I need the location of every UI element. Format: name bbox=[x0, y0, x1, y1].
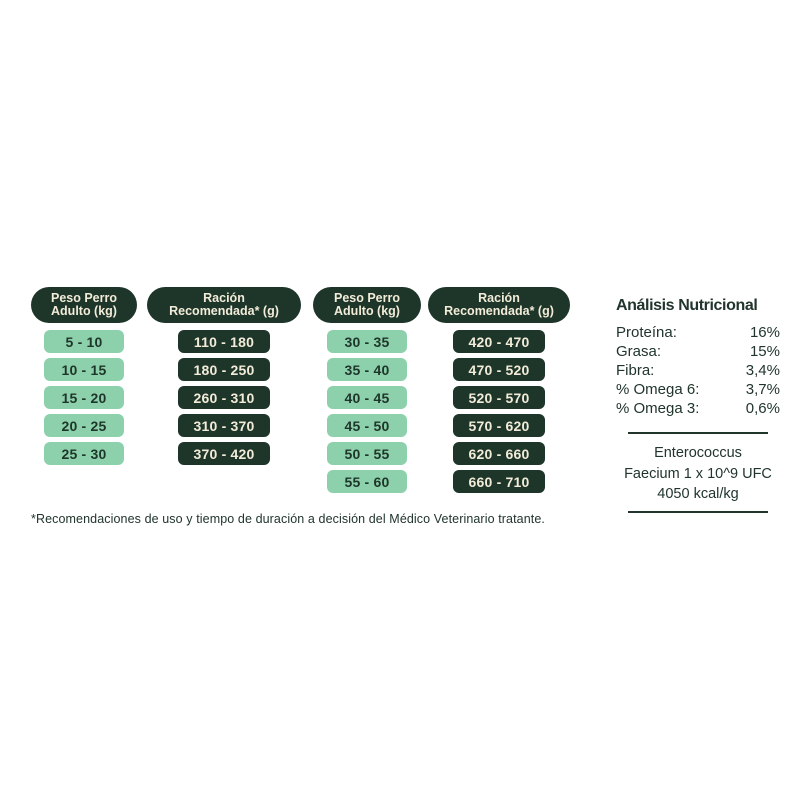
ration-cell: 180 - 250 bbox=[178, 358, 270, 381]
ration-header-line2: Recomendada* (g) bbox=[169, 304, 279, 318]
nutrient-label: Grasa: bbox=[616, 343, 662, 360]
weight-cell: 30 - 35 bbox=[327, 330, 407, 353]
weight-cell: 25 - 30 bbox=[44, 442, 124, 465]
weight-cell: 45 - 50 bbox=[327, 414, 407, 437]
ration-cell: 420 - 470 bbox=[453, 330, 545, 353]
probiotic-info: Enterococcus Faecium 1 x 10^9 UFC 4050 k… bbox=[616, 443, 780, 505]
divider bbox=[628, 510, 768, 513]
nutrient-row: Proteína: 16% bbox=[616, 323, 780, 342]
nutrient-value: 16% bbox=[749, 324, 780, 341]
weight-cell: 55 - 60 bbox=[327, 470, 407, 493]
weight-cell: 35 - 40 bbox=[327, 358, 407, 381]
weight-cell: 5 - 10 bbox=[44, 330, 124, 353]
nutrient-value: 0,6% bbox=[745, 400, 780, 417]
nutrient-row: Grasa: 15% bbox=[616, 342, 780, 361]
nutrient-row: Fibra: 3,4% bbox=[616, 361, 780, 380]
weight-header: Peso Perro Adulto (kg) bbox=[31, 287, 137, 323]
footnote: *Recomendaciones de uso y tiempo de dura… bbox=[31, 512, 545, 526]
weight-header-line1: Peso Perro bbox=[333, 290, 400, 305]
weight-column-1: Peso Perro Adulto (kg) 5 - 10 10 - 15 15… bbox=[31, 287, 137, 470]
nutrient-value: 3,7% bbox=[745, 381, 780, 398]
ration-cell: 570 - 620 bbox=[453, 414, 545, 437]
probiotic-line: Enterococcus bbox=[654, 445, 742, 461]
weight-header-line2: Adulto (kg) bbox=[51, 304, 117, 318]
energy-value: 4050 kcal/kg bbox=[657, 486, 739, 502]
ration-column-2: Ración Recomendada* (g) 420 - 470 470 - … bbox=[428, 287, 570, 498]
ration-cell: 310 - 370 bbox=[178, 414, 270, 437]
ration-header-line1: Ración bbox=[203, 290, 245, 305]
ration-header: Ración Recomendada* (g) bbox=[428, 287, 570, 323]
weight-cell: 15 - 20 bbox=[44, 386, 124, 409]
nutrient-label: Fibra: bbox=[616, 362, 655, 379]
probiotic-line: Faecium 1 x 10^9 UFC bbox=[624, 465, 772, 482]
ration-header: Ración Recomendada* (g) bbox=[147, 287, 301, 323]
weight-header: Peso Perro Adulto (kg) bbox=[313, 287, 421, 323]
weight-header-line1: Peso Perro bbox=[50, 290, 117, 305]
nutrient-label: % Omega 6: bbox=[616, 381, 700, 398]
divider bbox=[628, 432, 768, 434]
weight-column-2: Peso Perro Adulto (kg) 30 - 35 35 - 40 4… bbox=[313, 287, 421, 498]
weight-cell: 20 - 25 bbox=[44, 414, 124, 437]
nutrition-panel: Análisis Nutricional Proteína: 16% Grasa… bbox=[616, 296, 780, 513]
weight-cell: 40 - 45 bbox=[327, 386, 407, 409]
nutrient-label: % Omega 3: bbox=[616, 400, 700, 417]
weight-header-line2: Adulto (kg) bbox=[334, 304, 400, 318]
ration-header-line1: Ración bbox=[478, 290, 520, 305]
nutrient-row: % Omega 6: 3,7% bbox=[616, 380, 780, 399]
ration-cell: 260 - 310 bbox=[178, 386, 270, 409]
ration-column-1: Ración Recomendada* (g) 110 - 180 180 - … bbox=[147, 287, 301, 470]
ration-cell: 620 - 660 bbox=[453, 442, 545, 465]
weight-cell: 10 - 15 bbox=[44, 358, 124, 381]
nutrient-value: 15% bbox=[749, 343, 780, 360]
weight-cell: 50 - 55 bbox=[327, 442, 407, 465]
nutrient-row: % Omega 3: 0,6% bbox=[616, 399, 780, 418]
nutrient-label: Proteína: bbox=[616, 324, 677, 341]
nutrient-value: 3,4% bbox=[745, 362, 780, 379]
ration-cell: 470 - 520 bbox=[453, 358, 545, 381]
ration-cell: 520 - 570 bbox=[453, 386, 545, 409]
ration-cell: 370 - 420 bbox=[178, 442, 270, 465]
ration-header-line2: Recomendada* (g) bbox=[444, 304, 554, 318]
nutrient-list: Proteína: 16% Grasa: 15% Fibra: 3,4% % O… bbox=[616, 323, 780, 418]
nutrition-title: Análisis Nutricional bbox=[616, 297, 758, 314]
ration-cell: 110 - 180 bbox=[178, 330, 270, 353]
ration-cell: 660 - 710 bbox=[453, 470, 545, 493]
